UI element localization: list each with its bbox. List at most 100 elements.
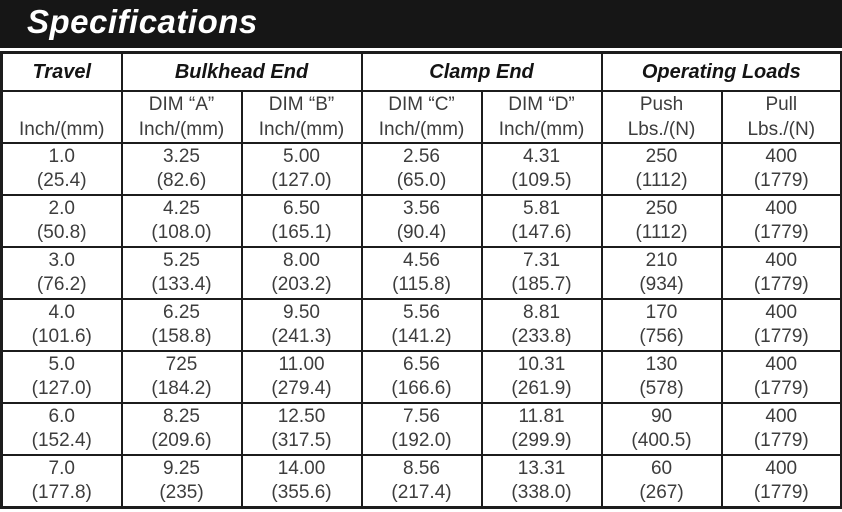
cell-inch-value: 8.81 — [523, 302, 561, 323]
table-cell: 14.00 (355.6) — [240, 454, 363, 509]
table-row: 5.0 (127.0) 725 (184.2) 11.00 (279.4) 6.56 (166… — [0, 350, 842, 404]
cell-inch-value: 4.25 — [163, 198, 200, 219]
group-header-clamp-end: Clamp End — [360, 51, 603, 92]
cell-metric-value: (166.6) — [391, 378, 452, 399]
table-cell: 4.25 (108.0) — [120, 194, 243, 248]
group-header-travel: Travel — [0, 51, 123, 92]
table-cell: 7.0 (177.8) — [0, 454, 123, 509]
cell-inch-value: 9.25 — [163, 458, 200, 479]
col-header-dim-b: DIM “B” Inch/(mm) — [240, 90, 363, 144]
col-header-line1 — [4, 93, 120, 117]
cell-metric-value: (1779) — [753, 170, 809, 191]
cell-metric-value: (158.8) — [151, 326, 212, 347]
cell-inch-value: 7.0 — [48, 458, 75, 479]
table-cell: 11.00 (279.4) — [240, 350, 363, 404]
cell-inch-value: 11.81 — [518, 406, 565, 427]
cell-inch-value: 3.25 — [163, 146, 200, 167]
table-cell: 4.31 (109.5) — [480, 142, 603, 196]
page-title: Specifications — [27, 3, 258, 40]
cell-metric-value: (184.2) — [151, 378, 212, 399]
cell-inch-value: 3.0 — [48, 250, 75, 271]
col-header-line1: Push — [639, 94, 684, 115]
cell-metric-value: (279.4) — [271, 378, 332, 399]
cell-inch-value: 6.25 — [163, 302, 200, 323]
table-cell: 8.81 (233.8) — [480, 298, 603, 352]
table-cell: 3.56 (90.4) — [360, 194, 483, 248]
table-cell: 4.56 (115.8) — [360, 246, 483, 300]
cell-inch-value: 6.50 — [283, 198, 320, 219]
cell-metric-value: (25.4) — [36, 170, 87, 191]
cell-metric-value: (133.4) — [151, 274, 212, 295]
col-header-line1: Pull — [765, 94, 798, 115]
cell-metric-value: (90.4) — [396, 222, 447, 243]
table-cell: 250 (1112) — [600, 142, 723, 196]
table-cell: 130 (578) — [600, 350, 723, 404]
cell-inch-value: 12.50 — [277, 406, 326, 427]
cell-metric-value: (317.5) — [271, 430, 332, 451]
col-header-line2: Lbs./(N) — [627, 119, 696, 140]
cell-metric-value: (1779) — [753, 430, 809, 451]
cell-inch-value: 4.31 — [523, 146, 561, 167]
cell-inch-value: 4.56 — [403, 250, 440, 271]
table-cell: 60 (267) — [600, 454, 723, 509]
col-header-dim-d: DIM “D” Inch/(mm) — [480, 90, 603, 144]
cell-metric-value: (1112) — [635, 170, 688, 191]
cell-metric-value: (209.6) — [151, 430, 212, 451]
table-cell: 1.0 (25.4) — [0, 142, 123, 196]
table-cell: 400 (1779) — [720, 194, 842, 248]
group-header-row: Travel Bulkhead End Clamp End Operating … — [0, 51, 842, 92]
spec-table-body: 1.0 (25.4) 3.25 (82.6) 5.00 (127.0) 2.56 (65.0)… — [0, 142, 842, 509]
cell-inch-value: 90 — [650, 406, 673, 427]
cell-inch-value: 13.31 — [517, 458, 566, 479]
table-cell: 210 (934) — [600, 246, 723, 300]
table-cell: 8.25 (209.6) — [120, 402, 243, 456]
col-header-dim-a: DIM “A” Inch/(mm) — [120, 90, 243, 144]
table-cell: 5.00 (127.0) — [240, 142, 363, 196]
cell-inch-value: 170 — [645, 302, 678, 323]
cell-inch-value: 130 — [645, 354, 678, 375]
cell-metric-value: (141.2) — [391, 326, 452, 347]
cell-inch-value: 11.00 — [278, 354, 325, 375]
table-cell: 3.0 (76.2) — [0, 246, 123, 300]
cell-inch-value: 7.31 — [523, 250, 561, 271]
cell-inch-value: 8.56 — [403, 458, 440, 479]
cell-inch-value: 400 — [765, 198, 798, 219]
cell-metric-value: (233.8) — [511, 326, 572, 347]
cell-inch-value: 400 — [765, 458, 798, 479]
table-cell: 2.0 (50.8) — [0, 194, 123, 248]
cell-inch-value: 8.00 — [283, 250, 320, 271]
table-cell: 6.0 (152.4) — [0, 402, 123, 456]
cell-inch-value: 5.81 — [523, 198, 561, 219]
cell-metric-value: (400.5) — [631, 430, 692, 451]
table-cell: 4.0 (101.6) — [0, 298, 123, 352]
cell-inch-value: 6.0 — [48, 406, 75, 427]
table-cell: 6.56 (166.6) — [360, 350, 483, 404]
cell-metric-value: (578) — [639, 378, 684, 399]
table-cell: 250 (1112) — [600, 194, 723, 248]
cell-metric-value: (217.4) — [391, 482, 452, 503]
cell-inch-value: 2.56 — [403, 146, 440, 167]
col-header-line1: DIM “D” — [508, 94, 575, 115]
cell-metric-value: (1779) — [753, 482, 809, 503]
col-header-line2: Inch/(mm) — [19, 119, 105, 140]
cell-metric-value: (261.9) — [511, 378, 572, 399]
table-row: 4.0 (101.6) 6.25 (158.8) 9.50 (241.3) 5.56 (141… — [0, 298, 842, 352]
cell-inch-value: 400 — [765, 146, 798, 167]
cell-inch-value: 5.56 — [403, 302, 440, 323]
cell-metric-value: (934) — [639, 274, 684, 295]
title-bar: Specifications — [0, 0, 842, 48]
table-cell: 8.00 (203.2) — [240, 246, 363, 300]
cell-metric-value: (115.8) — [392, 274, 451, 295]
table-cell: 6.25 (158.8) — [120, 298, 243, 352]
table-row: 3.0 (76.2) 5.25 (133.4) 8.00 (203.2) 4.56 (115.… — [0, 246, 842, 300]
cell-inch-value: 400 — [765, 354, 798, 375]
cell-metric-value: (82.6) — [156, 170, 207, 191]
col-header-line2: Inch/(mm) — [498, 119, 585, 140]
table-cell: 5.56 (141.2) — [360, 298, 483, 352]
table-cell: 90 (400.5) — [600, 402, 723, 456]
cell-inch-value: 8.25 — [163, 406, 200, 427]
table-cell: 725 (184.2) — [120, 350, 243, 404]
cell-metric-value: (1779) — [753, 326, 809, 347]
group-header-bulkhead-end: Bulkhead End — [120, 51, 363, 92]
col-header-travel: Inch/(mm) — [0, 90, 123, 144]
